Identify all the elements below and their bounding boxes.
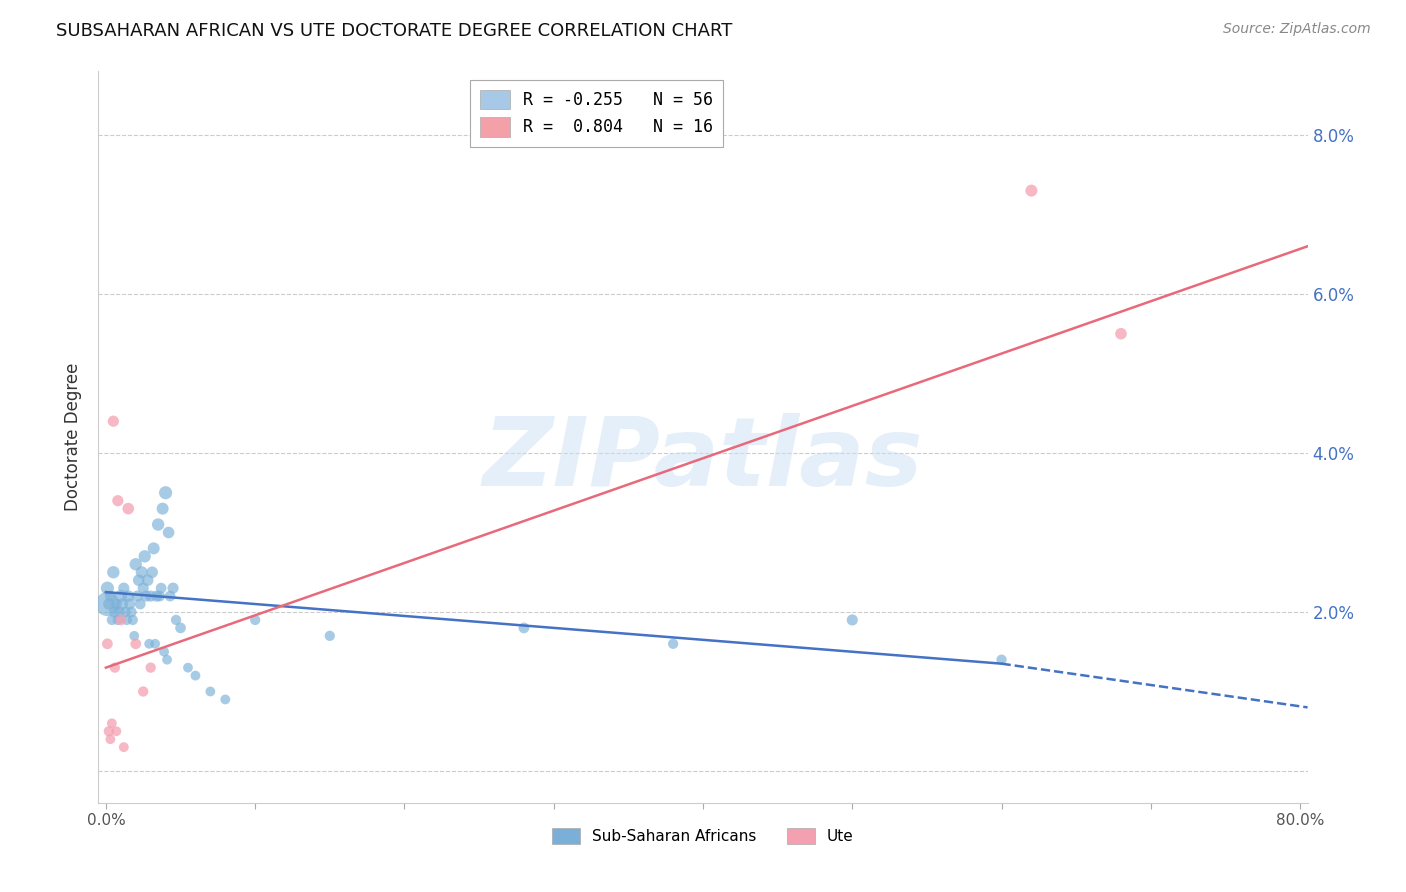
- Point: [97, 597, 120, 611]
- Point: [1109, 326, 1132, 341]
- Point: [108, 605, 131, 619]
- Point: [153, 645, 176, 659]
- Point: [132, 684, 155, 698]
- Point: [990, 653, 1012, 667]
- Point: [136, 573, 159, 587]
- Point: [200, 684, 222, 698]
- Point: [120, 605, 142, 619]
- Point: [177, 660, 200, 674]
- Point: [101, 716, 124, 731]
- Point: [141, 566, 163, 580]
- Point: [125, 637, 148, 651]
- Point: [117, 501, 139, 516]
- Point: [184, 668, 207, 682]
- Point: [97, 724, 120, 739]
- Point: [169, 621, 191, 635]
- Point: [165, 613, 187, 627]
- Point: [105, 597, 128, 611]
- Point: [121, 613, 143, 627]
- Point: [143, 637, 166, 651]
- Point: [319, 629, 342, 643]
- Text: ZIPatlas: ZIPatlas: [482, 412, 924, 506]
- Point: [117, 589, 139, 603]
- Point: [243, 613, 266, 627]
- Point: [104, 605, 127, 619]
- Point: [122, 629, 145, 643]
- Point: [125, 558, 148, 572]
- Point: [129, 597, 152, 611]
- Point: [111, 597, 134, 611]
- Point: [139, 660, 162, 674]
- Point: [157, 525, 180, 540]
- Text: SUBSAHARAN AFRICAN VS UTE DOCTORATE DEGREE CORRELATION CHART: SUBSAHARAN AFRICAN VS UTE DOCTORATE DEGR…: [56, 22, 733, 40]
- Point: [152, 501, 174, 516]
- Point: [114, 605, 136, 619]
- Point: [98, 732, 121, 747]
- Text: Source: ZipAtlas.com: Source: ZipAtlas.com: [1223, 22, 1371, 37]
- Point: [110, 589, 132, 603]
- Point: [162, 581, 184, 595]
- Point: [103, 414, 125, 428]
- Point: [118, 597, 141, 611]
- Point: [150, 581, 173, 595]
- Point: [155, 485, 177, 500]
- Point: [104, 660, 127, 674]
- Point: [96, 597, 118, 611]
- Point: [105, 724, 128, 739]
- Point: [138, 637, 160, 651]
- Y-axis label: Doctorate Degree: Doctorate Degree: [65, 363, 83, 511]
- Point: [149, 589, 172, 603]
- Point: [112, 581, 135, 595]
- Point: [103, 566, 125, 580]
- Point: [101, 613, 124, 627]
- Point: [132, 581, 155, 595]
- Point: [159, 589, 181, 603]
- Point: [214, 692, 236, 706]
- Point: [841, 613, 863, 627]
- Point: [513, 621, 536, 635]
- Point: [145, 589, 167, 603]
- Point: [96, 581, 118, 595]
- Point: [131, 566, 153, 580]
- Point: [1021, 184, 1043, 198]
- Point: [127, 589, 149, 603]
- Point: [156, 653, 179, 667]
- Point: [112, 740, 135, 755]
- Point: [96, 637, 118, 651]
- Point: [135, 589, 157, 603]
- Point: [107, 493, 129, 508]
- Point: [146, 517, 169, 532]
- Point: [107, 613, 129, 627]
- Legend: Sub-Saharan Africans, Ute: Sub-Saharan Africans, Ute: [547, 822, 859, 850]
- Point: [110, 613, 132, 627]
- Point: [98, 589, 121, 603]
- Point: [139, 589, 162, 603]
- Point: [115, 613, 138, 627]
- Point: [142, 541, 165, 556]
- Point: [134, 549, 156, 564]
- Point: [128, 573, 150, 587]
- Point: [662, 637, 685, 651]
